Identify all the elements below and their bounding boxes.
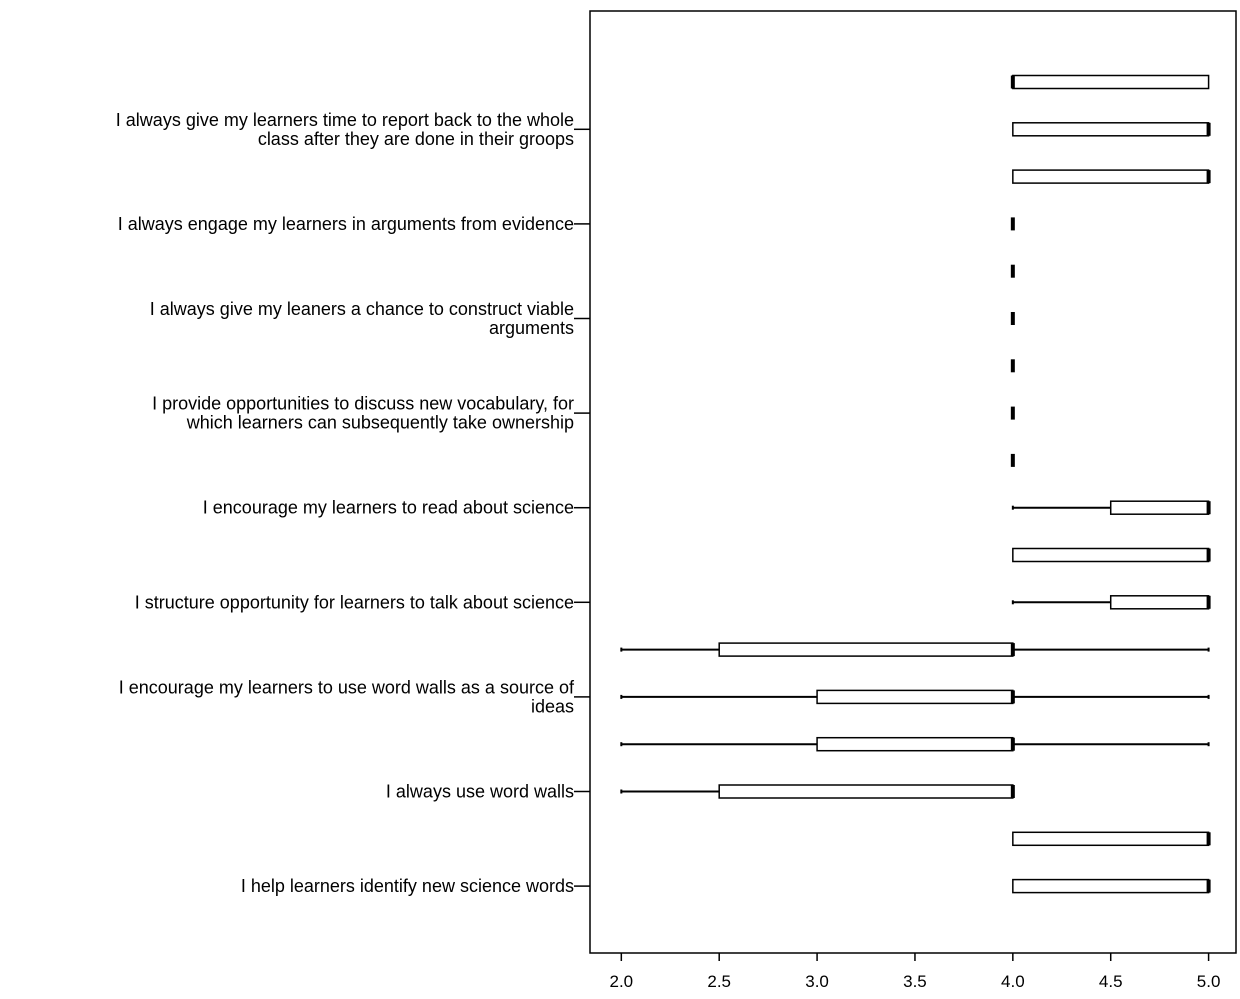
iqr-box: [1012, 878, 1210, 894]
box-row-3: [1012, 169, 1211, 184]
plot-frame: [589, 10, 1237, 954]
x-tick-label-2.0: 2.0: [610, 972, 634, 991]
iqr-box: [1012, 831, 1210, 847]
y-tick-label-line: I encourage my learners to use word wall…: [119, 677, 575, 697]
y-tick-label-line: I always give my learners time to report…: [116, 110, 574, 130]
iqr-box: [1109, 595, 1210, 610]
box-row-15: [620, 736, 1210, 752]
y-tick-label-line: I always give my leaners a chance to con…: [150, 299, 574, 319]
y-axis: I always give my learners time to report…: [116, 110, 590, 896]
y-tick-label-9: I help learners identify new science wor…: [241, 876, 574, 896]
y-tick-label-line: I help learners identify new science wor…: [241, 876, 574, 896]
iqr-box: [1012, 122, 1210, 137]
x-tick-label-5.0: 5.0: [1197, 972, 1221, 991]
y-tick-label-8: I always use word walls: [386, 782, 574, 802]
y-tick-label-3: I always give my leaners a chance to con…: [150, 299, 574, 338]
x-tick-label-3.5: 3.5: [903, 972, 927, 991]
y-tick-label-1: I always give my learners time to report…: [116, 110, 574, 149]
box-row-17: [1012, 831, 1211, 847]
x-tick-label-2.5: 2.5: [707, 972, 731, 991]
box-row-16: [620, 784, 1015, 799]
y-tick-label-2: I always engage my learners in arguments…: [118, 214, 574, 234]
y-tick-label-line: I always engage my learners in arguments…: [118, 214, 574, 234]
box-row-11: [1012, 547, 1211, 563]
iqr-box: [1012, 169, 1210, 184]
iqr-box: [816, 689, 1014, 705]
box-row-14: [620, 689, 1210, 705]
box-row-10: [1011, 500, 1211, 515]
x-tick-label-4.5: 4.5: [1099, 972, 1123, 991]
x-tick-label-3.0: 3.0: [805, 972, 829, 991]
iqr-box: [1012, 547, 1210, 563]
y-tick-label-line: class after they are done in their groop…: [258, 129, 574, 149]
y-tick-label-line: I structure opportunity for learners to …: [135, 592, 574, 612]
y-tick-label-5: I encourage my learners to read about sc…: [203, 498, 574, 518]
iqr-box: [1012, 74, 1210, 90]
box-row-1: [1010, 74, 1210, 90]
iqr-box: [816, 736, 1014, 752]
y-tick-label-line: which learners can subsequently take own…: [186, 413, 574, 433]
box-row-18: [1012, 878, 1211, 894]
y-tick-label-4: I provide opportunities to discuss new v…: [152, 394, 574, 433]
box-row-2: [1012, 122, 1211, 137]
y-tick-label-line: arguments: [489, 318, 574, 338]
y-tick-label-line: I always use word walls: [386, 782, 574, 802]
iqr-box: [1109, 500, 1210, 515]
y-tick-label-6: I structure opportunity for learners to …: [135, 592, 574, 612]
x-tick-label-4.0: 4.0: [1001, 972, 1025, 991]
boxes-layer: [620, 74, 1211, 894]
box-row-12: [1011, 595, 1211, 610]
y-tick-label-line: ideas: [531, 696, 574, 716]
y-tick-label-line: I encourage my learners to read about sc…: [203, 498, 574, 518]
iqr-box: [718, 784, 1014, 799]
x-axis: 2.0 2.5 3.0 3.5 4.0 4.5 5.0: [610, 953, 1221, 991]
y-tick-label-7: I encourage my learners to use word wall…: [119, 677, 575, 716]
box-row-13: [620, 642, 1210, 657]
y-tick-label-line: I provide opportunities to discuss new v…: [152, 394, 574, 414]
iqr-box: [718, 642, 1014, 657]
